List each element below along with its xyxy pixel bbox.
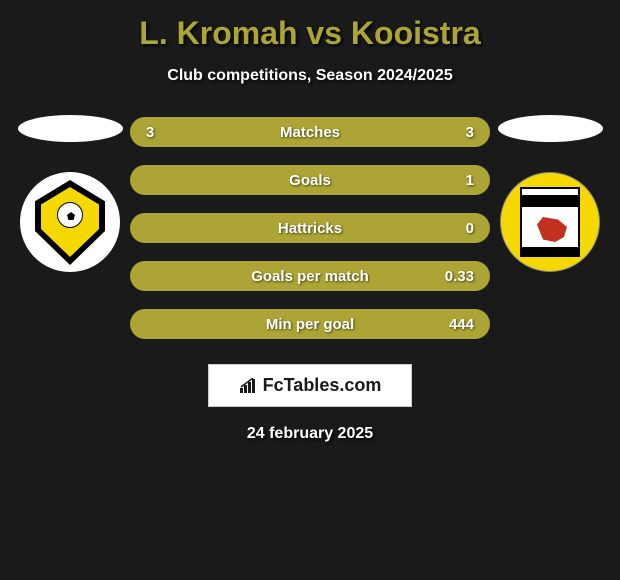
stat-left-value: 3: [146, 124, 186, 141]
subtitle: Club competitions, Season 2024/2025: [0, 67, 620, 85]
player-right-column: [490, 115, 610, 272]
stat-right-value: 0: [434, 220, 474, 237]
stat-right-value: 3: [434, 124, 474, 141]
player-left-placeholder: [18, 115, 123, 142]
stat-row-min-per-goal: Min per goal 444: [130, 309, 490, 339]
stat-label: Goals: [289, 172, 331, 189]
club-logo-right: [500, 172, 600, 272]
stat-row-hattricks: Hattricks 0: [130, 213, 490, 243]
brand-text: FcTables.com: [239, 375, 382, 396]
brand-label: FcTables.com: [263, 375, 382, 396]
infographic-container: L. Kromah vs Kooistra Club competitions,…: [0, 0, 620, 458]
footer: FcTables.com 24 february 2025: [0, 364, 620, 443]
stat-right-value: 1: [434, 172, 474, 189]
comparison-area: 3 Matches 3 Goals 1 Hattricks 0 Goals pe…: [0, 115, 620, 339]
stat-right-value: 0.33: [434, 268, 474, 285]
stats-column: 3 Matches 3 Goals 1 Hattricks 0 Goals pe…: [130, 115, 490, 339]
stat-row-goals: Goals 1: [130, 165, 490, 195]
player-left-column: [10, 115, 130, 272]
stat-row-goals-per-match: Goals per match 0.33: [130, 261, 490, 291]
stat-label: Hattricks: [278, 220, 342, 237]
page-title: L. Kromah vs Kooistra: [0, 15, 620, 52]
club-logo-right-inner: [520, 187, 580, 257]
date-label: 24 february 2025: [0, 425, 620, 443]
chart-icon: [239, 378, 259, 394]
club-logo-left-shield: [30, 182, 110, 262]
club-logo-left: [20, 172, 120, 272]
stat-label: Matches: [280, 124, 340, 141]
stat-right-value: 444: [434, 316, 474, 333]
player-right-placeholder: [498, 115, 603, 142]
stat-row-matches: 3 Matches 3: [130, 117, 490, 147]
stat-label: Goals per match: [251, 268, 369, 285]
brand-box: FcTables.com: [208, 364, 413, 407]
stat-label: Min per goal: [266, 316, 354, 333]
